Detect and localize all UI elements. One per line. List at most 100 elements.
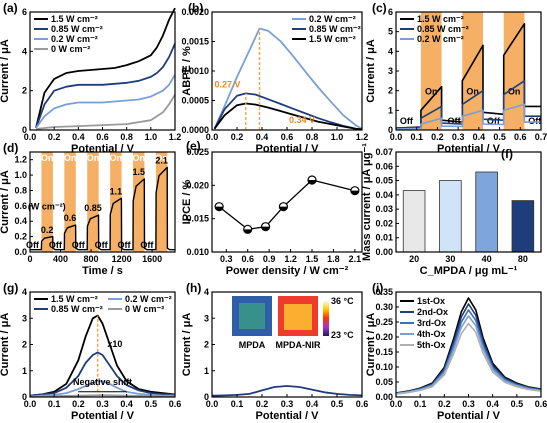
- x-tick-label: 0.5: [511, 399, 524, 409]
- panel-i: 0.0 0.1 0.2 0.3 0.4 0.5 0.6 0.00 0.05 0.10 0.15 0.2…: [365, 281, 547, 422]
- power-level-label: 2.1: [155, 156, 168, 166]
- thermal-spot: [239, 303, 265, 329]
- y-axis-label: IPCE / %: [181, 179, 193, 224]
- series-line: [395, 22, 541, 129]
- data-point-fill: [215, 206, 224, 211]
- y-tick-label: 0.010: [186, 247, 209, 257]
- bar: [511, 200, 535, 253]
- y-tick-label: 3: [204, 313, 209, 323]
- x-tick-label: 0.0: [390, 132, 403, 142]
- panel-f: 20 30 40 80 0.00 0.01 0.02 0.03 0.04 0.05 0.06 0.07…: [361, 143, 542, 277]
- legend-label: 1.5 W cm⁻²: [51, 14, 98, 24]
- data-point-fill: [279, 206, 288, 211]
- legend-label: 0.2 W cm⁻²: [51, 34, 98, 44]
- annotation-label: Negative shift: [73, 377, 132, 387]
- power-level-label: 0.6: [64, 213, 77, 223]
- data-point-fill: [350, 190, 359, 195]
- y-tick-label: 2: [22, 340, 27, 350]
- x-tick-label: 0.4: [72, 132, 85, 142]
- y-tick-label: 0.015: [186, 214, 209, 224]
- x-tick-label: 0.4: [306, 399, 319, 409]
- y-tick-label: 0.00: [375, 247, 393, 257]
- temperature-max-label: 36 °C: [331, 296, 354, 306]
- y-tick-label: 0.0000: [181, 125, 209, 135]
- x-tick-label: 1.5: [306, 254, 319, 264]
- light-on-band: [155, 152, 168, 252]
- annotation-label: 0.34 V: [289, 115, 315, 125]
- panel-label: (c): [372, 1, 387, 15]
- plot-frame: [211, 151, 363, 253]
- y-tick-label: 0.15: [375, 347, 393, 357]
- legend-label: 1.5 W cm⁻²: [51, 294, 98, 304]
- series-line: [218, 179, 356, 230]
- x-tick-label: 0.2: [438, 399, 451, 409]
- y-tick-label: 3: [22, 313, 27, 323]
- x-tick-label: 0.6: [281, 132, 294, 142]
- legend-label: 3rd-Ox: [417, 318, 446, 328]
- power-level-label: 0.2: [41, 225, 54, 235]
- off-label: Off: [118, 240, 132, 250]
- y-tick-label: 0.020: [186, 180, 209, 190]
- series-line: [35, 74, 176, 129]
- annotation-label: 0.27 V: [215, 80, 241, 90]
- y-tick-label: 0.25: [375, 317, 393, 327]
- y-axis-label: Current / μA: [0, 39, 11, 103]
- y-tick-label: 2: [204, 340, 209, 350]
- y-tick-label: 4: [22, 46, 27, 56]
- y-tick-label: 0: [22, 392, 27, 402]
- panel-label: (h): [186, 281, 201, 295]
- y-tick-label: 0.025: [186, 147, 209, 157]
- light-on-band: [41, 152, 53, 252]
- x-tick-label: 0.0: [390, 399, 403, 409]
- legend-label: 1st-Ox: [417, 296, 445, 306]
- y-tick-label: 0.10: [375, 362, 393, 372]
- light-on-band: [64, 152, 76, 252]
- x-tick-label: 0.9: [263, 254, 276, 264]
- y-axis-label: Current / μA: [181, 313, 193, 377]
- series-line: [395, 80, 541, 129]
- y-tick-label: 1: [204, 366, 209, 376]
- y-tick-label: 1: [388, 105, 393, 115]
- series-line: [30, 166, 175, 251]
- y-tick-label: 0.4: [14, 216, 27, 226]
- x-tick-label: 0.4: [473, 132, 486, 142]
- inset-label-nir: MPDA-NIR: [276, 340, 321, 350]
- y-axis-label: Current / μA: [365, 313, 377, 377]
- legend-label: 4th-Ox: [417, 329, 446, 339]
- y-tick-label: 0.07: [375, 147, 393, 157]
- x-tick-label: 0.2: [431, 132, 444, 142]
- y-tick-label: 6: [22, 7, 27, 17]
- off-label: Off: [95, 240, 109, 250]
- x-axis-label: Power density / W cm⁻²: [226, 265, 349, 277]
- x-tick-label: 0.1: [414, 399, 427, 409]
- temperature-scale-bar: [323, 300, 329, 336]
- temperature-min-label: 23 °C: [331, 330, 354, 340]
- on-label: On: [425, 87, 438, 97]
- series-line: [213, 27, 363, 130]
- x-tick-label: 0: [27, 254, 32, 264]
- x-tick-label: 0.3: [220, 254, 233, 264]
- legend-label: 0.85 W cm⁻²: [309, 24, 361, 34]
- x-tick-label: 0.2: [256, 399, 269, 409]
- x-tick-label: 0.0: [24, 132, 37, 142]
- panel-label: (d): [3, 141, 18, 155]
- x-axis-label: Potential / V: [256, 410, 320, 422]
- x-tick-label: 1600: [142, 254, 162, 264]
- thermal-spot: [284, 304, 312, 330]
- x-tick-label: 1.2: [356, 132, 369, 142]
- x-tick-label: 0.0: [206, 399, 219, 409]
- y-tick-label: 0.0: [14, 247, 27, 257]
- y-tick-label: 0.05: [375, 377, 393, 387]
- series-line: [395, 103, 541, 130]
- plot-frame: [395, 11, 542, 131]
- x-axis-label: Time / s: [82, 265, 123, 277]
- x-tick-label: 30: [445, 254, 455, 264]
- x-tick-label: 0.2: [72, 399, 85, 409]
- panel-label: (e): [186, 139, 201, 153]
- x-tick-label: 0.3: [462, 399, 475, 409]
- y-tick-label: 0.35: [375, 287, 393, 297]
- x-axis-label: Potential / V: [71, 410, 135, 422]
- x-tick-label: 0.5: [331, 399, 344, 409]
- y-tick-label: 0: [204, 392, 209, 402]
- panel-b: 0.27 V 0.34 V 0.0 0.2 0.4 0.6 0.8 1.0 1.2 0.0000 0…: [181, 1, 368, 155]
